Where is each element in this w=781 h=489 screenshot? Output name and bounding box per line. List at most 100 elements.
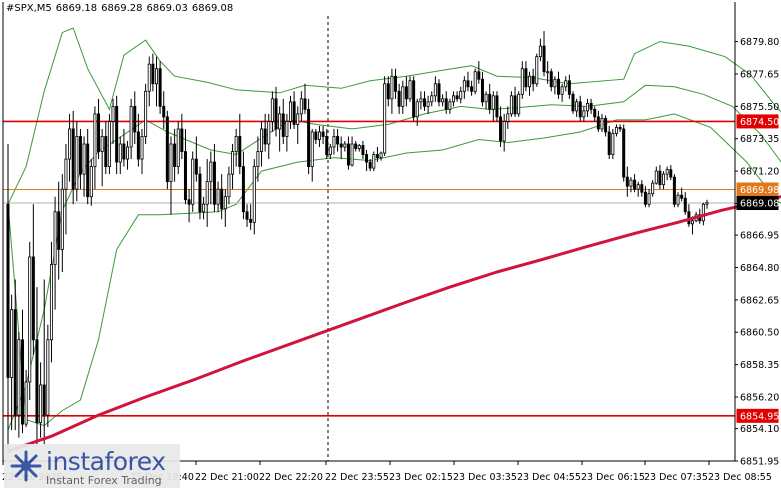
candle-body bbox=[299, 98, 303, 115]
candle-body bbox=[260, 128, 264, 152]
candle-body bbox=[520, 68, 524, 95]
candle-body bbox=[198, 173, 202, 213]
candle-body bbox=[256, 151, 260, 167]
candle-body bbox=[20, 339, 24, 425]
candle-body bbox=[455, 95, 459, 100]
candle-body bbox=[466, 80, 470, 88]
candle-body bbox=[129, 105, 133, 148]
candle-body bbox=[169, 143, 173, 183]
price-label-box bbox=[736, 196, 779, 211]
candle-body bbox=[408, 80, 412, 100]
candle-body bbox=[640, 184, 644, 193]
chart-close: 6869.08 bbox=[191, 3, 234, 14]
candle-body bbox=[133, 105, 137, 133]
candle-body bbox=[701, 203, 705, 222]
candle-body bbox=[553, 78, 557, 88]
candle-body bbox=[365, 154, 369, 163]
x-tick-label: 23 Dec 08:55 bbox=[708, 472, 772, 483]
moving-average bbox=[7, 195, 781, 453]
candle-body bbox=[220, 188, 224, 210]
candle-body bbox=[401, 86, 405, 107]
y-tick-label: 6875.50 bbox=[740, 102, 779, 113]
candle-body bbox=[296, 113, 300, 125]
y-tick-label: 6871.20 bbox=[740, 167, 779, 178]
candle-body bbox=[223, 196, 227, 210]
price-label-text: 6874.50 bbox=[740, 117, 779, 128]
candle-body bbox=[589, 102, 593, 110]
candle-body bbox=[426, 101, 430, 107]
candle-body bbox=[625, 176, 629, 187]
candle-body bbox=[100, 136, 104, 152]
candle-body bbox=[267, 121, 271, 145]
chart-symbol: #SPX,M5 bbox=[6, 3, 52, 14]
chart-high: 6869.28 bbox=[101, 3, 143, 14]
candle-body bbox=[531, 75, 535, 85]
candle-body bbox=[502, 121, 506, 142]
candle-body bbox=[93, 113, 97, 167]
y-tick-label: 6866.95 bbox=[740, 231, 779, 242]
candle-body bbox=[593, 108, 597, 118]
logo-name: instaforex bbox=[46, 447, 166, 476]
candle-body bbox=[361, 145, 365, 155]
candle-body bbox=[332, 136, 336, 148]
candle-body bbox=[459, 90, 463, 100]
candle-body bbox=[10, 309, 14, 378]
candle-body bbox=[509, 95, 513, 115]
candle-body bbox=[433, 83, 437, 97]
candle-body bbox=[111, 105, 115, 122]
candle-body bbox=[136, 131, 140, 160]
candle-body bbox=[245, 211, 249, 220]
candle-body bbox=[191, 158, 195, 205]
candle-body bbox=[643, 191, 647, 205]
candle-body bbox=[419, 98, 423, 103]
candle-body bbox=[205, 181, 209, 205]
candle-body bbox=[614, 127, 618, 134]
candle-body bbox=[321, 131, 325, 137]
x-tick-label: 23 Dec 03:35 bbox=[453, 472, 517, 483]
candle-body bbox=[162, 105, 166, 118]
candle-body bbox=[549, 71, 553, 88]
candle-body bbox=[86, 143, 90, 198]
candle-body bbox=[470, 86, 474, 92]
x-tick-label: 22 Dec 21:00 bbox=[195, 472, 259, 483]
candle-body bbox=[683, 197, 687, 213]
candle-body bbox=[484, 93, 488, 103]
moving-average-line bbox=[7, 195, 781, 453]
candle-body bbox=[596, 116, 600, 130]
candle-body bbox=[636, 184, 640, 190]
candle-body bbox=[654, 170, 658, 184]
candle-body bbox=[249, 218, 253, 223]
candle-body bbox=[513, 95, 517, 115]
candle-body bbox=[147, 63, 151, 92]
candle-body bbox=[542, 45, 546, 73]
candle-body bbox=[578, 101, 582, 118]
candle-body bbox=[676, 194, 680, 205]
candle-body bbox=[140, 136, 144, 160]
candle-body bbox=[339, 143, 343, 148]
candle-body bbox=[680, 194, 684, 199]
price-label-text: 6869.98 bbox=[740, 185, 779, 196]
candle-body bbox=[64, 158, 68, 190]
candle-body bbox=[82, 143, 86, 175]
candle-body bbox=[165, 116, 169, 183]
candle-body bbox=[607, 131, 611, 155]
candle-body bbox=[448, 101, 452, 110]
candle-body bbox=[517, 93, 521, 115]
price-label-text: 6869.08 bbox=[740, 199, 779, 210]
candle-body bbox=[173, 143, 177, 167]
candle-body bbox=[600, 118, 604, 130]
candle-body bbox=[336, 136, 340, 145]
x-tick-label: 23 Dec 07:35 bbox=[644, 472, 708, 483]
candle-body bbox=[227, 173, 231, 198]
horizontal-levels bbox=[3, 120, 735, 417]
candle-body bbox=[462, 80, 466, 92]
candle-body bbox=[6, 203, 10, 378]
candle-body bbox=[126, 146, 130, 160]
price-labels: 6874.50 6869.98 6854.95 6869.08 bbox=[736, 114, 779, 423]
candle-body bbox=[303, 98, 307, 110]
candle-body bbox=[560, 86, 564, 95]
candle-body bbox=[477, 71, 481, 80]
candle-body bbox=[629, 179, 633, 187]
candle-body bbox=[187, 199, 191, 205]
